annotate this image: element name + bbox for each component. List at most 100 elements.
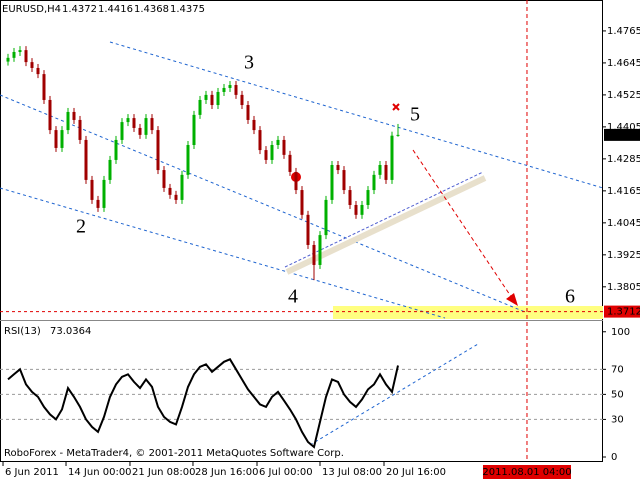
- y-tick-label: 1.4765: [607, 26, 640, 37]
- candle-body: [384, 164, 388, 180]
- target-tag: [604, 305, 640, 318]
- candle-body: [342, 170, 346, 191]
- candle-body: [48, 99, 52, 131]
- candle-body: [276, 139, 280, 146]
- x-tick-label: 28 Jun 16:00: [195, 467, 259, 478]
- trendline: [284, 171, 484, 268]
- candle-body: [126, 118, 130, 123]
- candle-body: [186, 145, 190, 175]
- x-tick-label: 14 Jun 00:00: [68, 467, 132, 478]
- x-tick-label: 21 Jun 08:00: [132, 467, 196, 478]
- price-tag: [604, 128, 640, 141]
- y-tick-label: 1.4525: [607, 90, 640, 101]
- candle-body: [372, 174, 376, 191]
- y-tick-label: 0: [611, 452, 617, 463]
- target-zone: [333, 306, 603, 319]
- candle-body: [72, 111, 76, 120]
- candle-body: [120, 122, 124, 140]
- channel-upper: [109, 41, 604, 189]
- candle-body: [330, 164, 334, 200]
- rsi-value: 73.0364: [50, 326, 91, 337]
- forecast-arrow: [412, 149, 513, 299]
- y-tick-label: 1.3925: [607, 250, 640, 261]
- candle-body: [348, 190, 352, 205]
- candle-body: [132, 118, 136, 128]
- candle-body: [300, 190, 304, 215]
- symbol-label: EURUSD,H4: [2, 4, 61, 15]
- candle-body: [30, 62, 34, 68]
- wave-label: 2: [76, 216, 86, 238]
- candle-body: [156, 130, 160, 171]
- candle-body: [336, 164, 340, 171]
- candle-body: [162, 170, 166, 188]
- x-tick-label: 13 Jul 08:00: [322, 467, 382, 478]
- candle-body: [78, 119, 82, 140]
- candle-body: [390, 135, 394, 180]
- candle-body: [174, 194, 178, 200]
- y-tick-label: 1.3805: [607, 282, 640, 293]
- candle-body: [228, 85, 232, 88]
- x-tick-label: 6 Jun 2011: [5, 467, 59, 478]
- candle-body: [360, 204, 364, 215]
- price-tag-label: 1.4375: [607, 130, 640, 141]
- candle-body: [18, 50, 22, 52]
- candle-body: [354, 204, 358, 215]
- rsi-line: [7, 358, 399, 449]
- target-tag-label: 1.3712: [607, 307, 640, 318]
- forecast-arrowhead: [506, 293, 518, 306]
- candle-body: [90, 179, 94, 200]
- y-tick-label: 30: [611, 414, 624, 425]
- candle-body: [246, 105, 250, 120]
- candle-body: [24, 50, 28, 63]
- y-tick-label: 1.4165: [607, 186, 640, 197]
- candle-body: [264, 150, 268, 160]
- candle-body: [138, 127, 142, 135]
- channel-middle: [0, 94, 526, 313]
- candle-body: [216, 91, 220, 106]
- plot-frame: [0, 0, 603, 462]
- candle-body: [12, 51, 16, 58]
- channel-lines: [0, 41, 604, 319]
- candle-body: [180, 174, 184, 200]
- candle-body: [144, 118, 148, 135]
- candle-body: [102, 179, 106, 208]
- candle-body: [66, 111, 70, 131]
- candle-body: [258, 130, 262, 151]
- channel-lower: [0, 187, 446, 319]
- ohlc-low: 1.4368: [134, 4, 169, 15]
- ohlc-open: 1.4372: [62, 4, 97, 15]
- footer: RoboForex - MetaTrader4, © 2001-2011 Met…: [4, 448, 344, 459]
- y-tick-label: 70: [611, 364, 624, 375]
- candle-body: [36, 67, 40, 75]
- candle-body: [270, 145, 274, 160]
- signal-cross: [392, 103, 400, 111]
- candle-body: [84, 139, 88, 180]
- candle-body: [108, 159, 112, 180]
- candle-body: [168, 187, 172, 195]
- candle-body: [234, 85, 238, 95]
- candle-body: [54, 130, 58, 148]
- wave-label: 5: [410, 104, 420, 126]
- wave-label: 4: [288, 286, 298, 308]
- rsi-trendline: [309, 343, 479, 446]
- candle-body: [312, 244, 316, 265]
- candle-body: [396, 134, 400, 136]
- candle-body: [42, 74, 46, 100]
- candle-body: [288, 154, 292, 172]
- candle-body: [378, 164, 382, 175]
- ohlc-close: 1.4375: [170, 4, 205, 15]
- candle-body: [324, 199, 328, 236]
- candle-body: [198, 99, 202, 115]
- candle-body: [150, 118, 154, 131]
- candle-body: [252, 119, 256, 131]
- candle-body: [96, 199, 100, 208]
- y-tick-label: 100: [611, 327, 630, 338]
- forecast-time-label: 2011.08.01 04:00: [482, 467, 571, 478]
- x-tick-label: 6 Jul 00:00: [259, 467, 313, 478]
- candle-body: [204, 94, 208, 100]
- wave-label: 3: [244, 52, 254, 74]
- y-tick-label: 1.4645: [607, 58, 640, 69]
- wave-label: 6: [565, 286, 575, 308]
